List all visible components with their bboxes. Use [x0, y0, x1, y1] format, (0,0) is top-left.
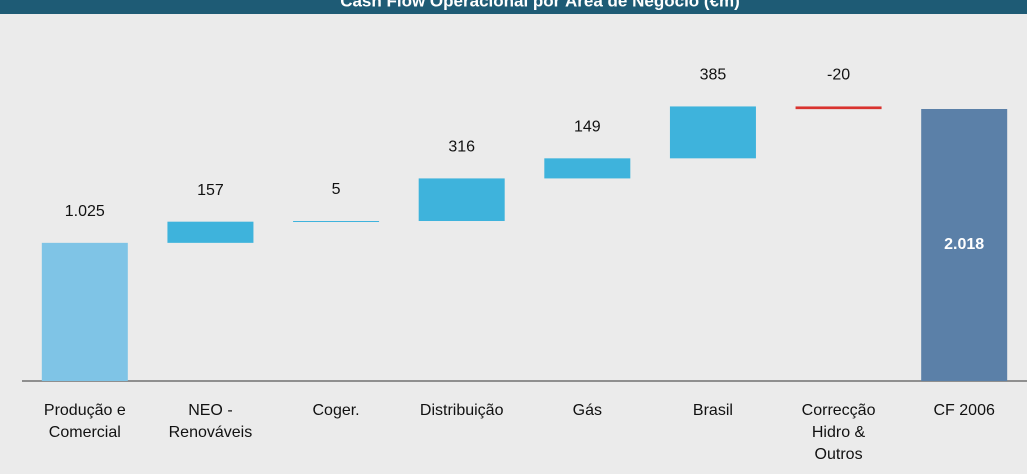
header-band [0, 0, 1027, 14]
value-label: 385 [700, 67, 727, 84]
value-label: 2.018 [944, 236, 984, 253]
decrease-bar [795, 106, 882, 110]
value-label: 316 [448, 139, 475, 156]
increase-bar [167, 221, 254, 243]
increase-bar [669, 106, 756, 159]
x-tick-label: Coger. [312, 402, 359, 419]
value-label: -20 [827, 67, 850, 84]
value-label: 1.025 [65, 203, 105, 220]
x-tick-label: CF 2006 [934, 402, 995, 419]
x-tick-label: Correcção Hidro & Outros [802, 402, 876, 463]
increase-bar [544, 158, 631, 179]
x-tick-label: Gás [573, 402, 602, 419]
increase-bar [293, 221, 380, 223]
value-label: 5 [332, 181, 341, 198]
value-label: 149 [574, 119, 601, 136]
x-tick-label: Produção e Comercial [44, 402, 126, 441]
total-bar [921, 109, 1008, 381]
chart-title: Cash Flow Operacional por Área de Negóci… [340, 0, 740, 10]
start-bar [41, 242, 128, 381]
x-tick-label: Distribuição [420, 402, 504, 419]
x-tick-label: NEO -Renováveis [169, 402, 253, 441]
increase-bar [418, 178, 505, 222]
x-tick-label: Brasil [693, 402, 733, 419]
value-label: 157 [197, 182, 224, 199]
